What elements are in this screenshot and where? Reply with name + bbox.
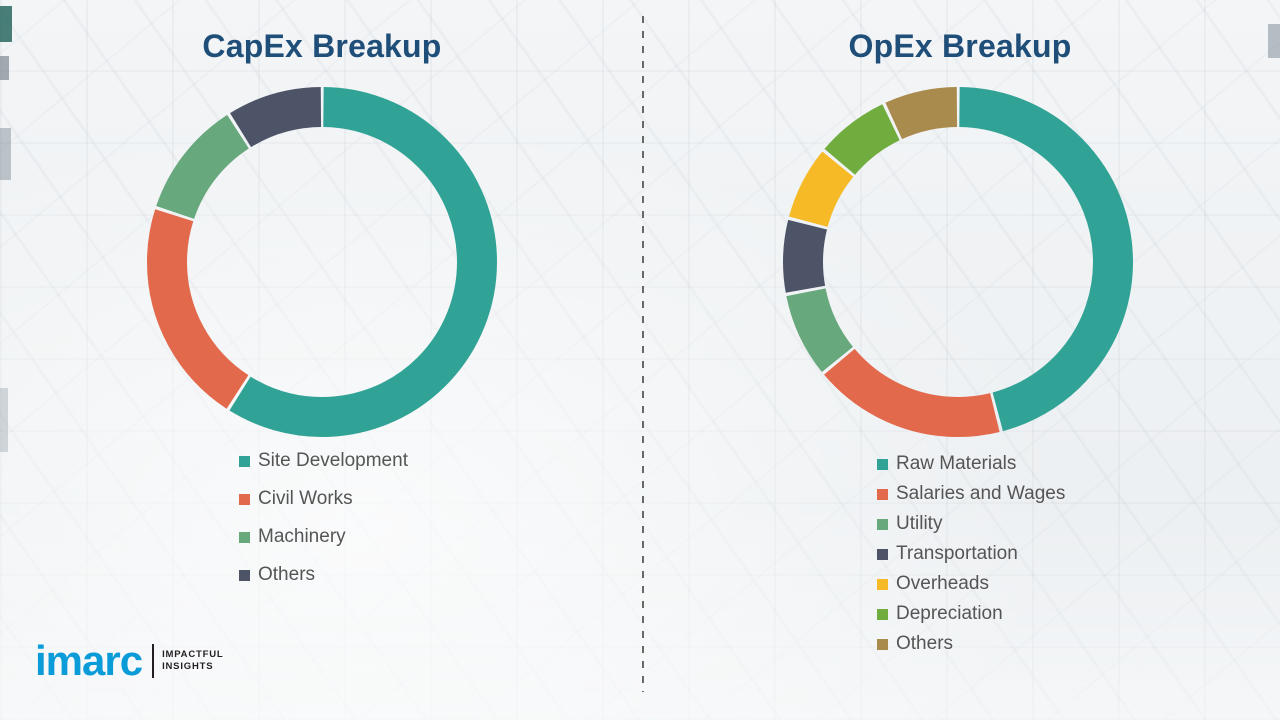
legend-swatch xyxy=(239,455,250,467)
imarc-wordmark: imarc xyxy=(35,637,143,684)
legend-label: Others xyxy=(258,564,316,585)
opex-legend: Raw Materials Salaries and Wages Utility Tr… xyxy=(877,453,1065,663)
imarc-tagline-line2: INSIGHTS xyxy=(162,661,214,672)
legend-swatch xyxy=(877,518,888,530)
legend-swatch xyxy=(239,493,250,505)
legend-item: Depreciation xyxy=(877,603,1065,625)
background-edge-mark xyxy=(0,6,12,42)
donut-segment-transportation xyxy=(783,87,1133,437)
legend-swatch xyxy=(877,638,888,650)
legend-item: Civil Works xyxy=(239,488,408,510)
donut-segment-salaries-and-wages xyxy=(783,87,1133,437)
legend-item: Others xyxy=(239,564,408,586)
legend-label: Others xyxy=(896,633,954,654)
legend-label: Machinery xyxy=(258,526,346,547)
imarc-logo: imarc IMPACTFUL INSIGHTS xyxy=(35,640,223,682)
legend-label: Raw Materials xyxy=(896,453,1017,474)
capex-legend: Site Development Civil Works Machinery Othe… xyxy=(239,450,408,602)
opex-chart-title: OpEx Breakup xyxy=(848,28,1072,64)
legend-label: Civil Works xyxy=(258,488,353,509)
legend-label: Depreciation xyxy=(896,603,1003,624)
legend-label: Site Development xyxy=(258,450,408,471)
background-edge-mark xyxy=(0,388,8,452)
legend-item: Utility xyxy=(877,513,1065,535)
capex-chart-title: CapEx Breakup xyxy=(202,28,442,64)
legend-swatch xyxy=(239,531,250,543)
capex-donut-chart xyxy=(147,87,497,437)
legend-swatch xyxy=(877,578,888,590)
legend-swatch xyxy=(239,569,250,581)
donut-segment-site-development xyxy=(147,87,497,437)
legend-item: Site Development xyxy=(239,450,408,472)
opex-donut-segments xyxy=(783,87,1133,437)
background-edge-mark xyxy=(1268,24,1280,58)
imarc-tagline-line1: IMPACTFUL xyxy=(162,649,224,660)
background-edge-mark xyxy=(0,56,9,80)
legend-item: Machinery xyxy=(239,526,408,548)
legend-label: Utility xyxy=(896,513,943,534)
legend-label: Salaries and Wages xyxy=(896,483,1066,504)
legend-swatch xyxy=(877,488,888,500)
legend-swatch xyxy=(877,608,888,620)
divider-dashed-line xyxy=(642,16,644,692)
legend-item: Raw Materials xyxy=(877,453,1065,475)
imarc-tagline: IMPACTFUL INSIGHTS xyxy=(152,644,223,678)
legend-label: Overheads xyxy=(896,573,989,594)
donut-segment-raw-materials xyxy=(783,87,1133,437)
legend-item: Others xyxy=(877,633,1065,655)
legend-item: Overheads xyxy=(877,573,1065,595)
legend-item: Transportation xyxy=(877,543,1065,565)
legend-swatch xyxy=(877,548,888,560)
legend-swatch xyxy=(877,458,888,470)
background-edge-mark xyxy=(0,128,11,180)
opex-donut-chart xyxy=(783,87,1133,437)
legend-label: Transportation xyxy=(896,543,1018,564)
donut-segment-civil-works xyxy=(147,87,497,437)
capex-donut-segments xyxy=(147,87,497,437)
legend-item: Salaries and Wages xyxy=(877,483,1065,505)
